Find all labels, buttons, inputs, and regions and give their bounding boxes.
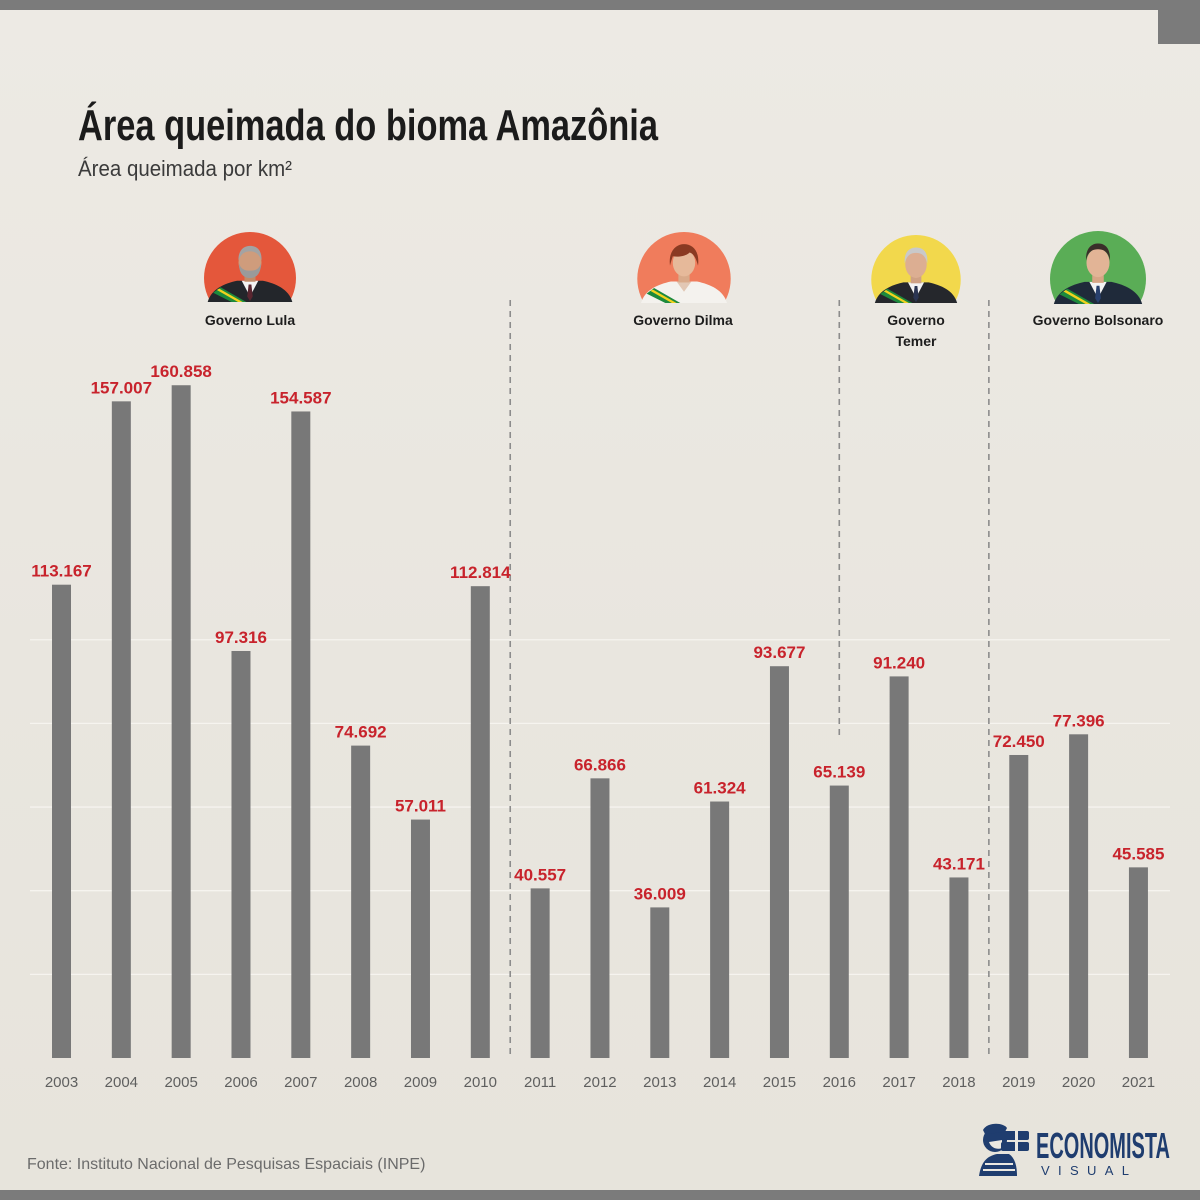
data-label-2013: 36.009 <box>634 884 686 903</box>
x-tick-label-2011: 2011 <box>524 1074 556 1091</box>
bar-2014 <box>710 801 730 1058</box>
bar-2017 <box>889 676 909 1058</box>
bar-2013 <box>650 907 670 1058</box>
x-tick-label-2019: 2019 <box>1002 1074 1035 1091</box>
data-label-2004: 157.007 <box>91 378 152 397</box>
data-label-2020: 77.396 <box>1053 711 1105 730</box>
x-tick-label-2021: 2021 <box>1122 1074 1155 1091</box>
data-label-2012: 66.866 <box>574 755 626 774</box>
data-label-2005: 160.858 <box>150 362 211 381</box>
bar-2020 <box>1069 734 1089 1058</box>
government-label-bolsonaro: Governo Bolsonaro <box>1032 312 1164 328</box>
x-tick-label-2007: 2007 <box>284 1074 317 1091</box>
bar-2006 <box>231 650 251 1058</box>
lula-portrait <box>204 232 296 302</box>
chart-subtitle: Área queimada por km² <box>78 156 292 181</box>
x-tick-label-2013: 2013 <box>643 1074 676 1091</box>
x-tick-label-2017: 2017 <box>882 1074 915 1091</box>
data-label-2017: 91.240 <box>873 653 925 672</box>
data-label-2016: 65.139 <box>813 763 865 782</box>
bar-2007 <box>291 411 311 1058</box>
x-tick-label-2010: 2010 <box>464 1074 497 1091</box>
bar-2016 <box>829 785 849 1058</box>
bar-2015 <box>769 666 789 1058</box>
bar-2018 <box>949 877 969 1058</box>
x-tick-label-2008: 2008 <box>344 1074 377 1091</box>
bars-layer: 113.167 2003 157.007 2004 160.858 2005 97.316 2… <box>31 362 1164 1091</box>
bar-2009 <box>410 819 430 1058</box>
x-tick-label-2004: 2004 <box>105 1074 138 1091</box>
x-tick-label-2006: 2006 <box>224 1074 257 1091</box>
source-note: Fonte: Instituto Nacional de Pesquisas E… <box>27 1156 426 1173</box>
bar-2012 <box>590 778 610 1058</box>
temer-portrait <box>871 235 961 303</box>
data-label-2010: 112.814 <box>450 563 511 582</box>
corner-block <box>1158 0 1200 44</box>
x-tick-label-2014: 2014 <box>703 1074 736 1091</box>
data-label-2015: 93.677 <box>753 643 805 662</box>
bar-2010 <box>470 586 490 1058</box>
x-tick-label-2009: 2009 <box>404 1074 437 1091</box>
government-label-lula: Governo Lula <box>204 312 296 328</box>
x-tick-label-2018: 2018 <box>942 1074 975 1091</box>
data-label-2009: 57.011 <box>395 797 446 816</box>
dilma-portrait <box>637 232 731 303</box>
bar-2008 <box>351 745 371 1058</box>
economista-visual-logo-icon <box>979 1123 1029 1176</box>
data-label-2011: 40.557 <box>514 865 566 884</box>
data-label-2007: 154.587 <box>270 388 331 407</box>
bar-2004 <box>111 401 131 1058</box>
data-label-2006: 97.316 <box>215 628 267 647</box>
data-label-2019: 72.450 <box>993 732 1045 751</box>
government-label-dilma: Governo Dilma <box>633 312 733 328</box>
top-border-bar <box>0 0 1200 10</box>
divider-layer <box>509 300 990 1058</box>
bar-2019 <box>1009 754 1029 1058</box>
data-label-2021: 45.585 <box>1112 844 1164 863</box>
x-tick-label-2012: 2012 <box>583 1074 616 1091</box>
x-tick-label-2003: 2003 <box>45 1074 78 1091</box>
logo-wordmark: ECONOMISTA <box>1036 1125 1170 1166</box>
chart-title: Área queimada do bioma Amazônia <box>78 100 658 150</box>
x-tick-label-2015: 2015 <box>763 1074 796 1091</box>
bolsonaro-portrait <box>1050 231 1146 304</box>
x-tick-label-2005: 2005 <box>164 1074 197 1091</box>
data-label-2018: 43.171 <box>933 854 985 873</box>
data-label-2014: 61.324 <box>694 779 747 798</box>
x-tick-label-2020: 2020 <box>1062 1074 1095 1091</box>
x-tick-label-2016: 2016 <box>823 1074 856 1091</box>
bar-2005 <box>171 385 191 1058</box>
bar-2021 <box>1128 867 1148 1058</box>
bar-2003 <box>52 584 71 1058</box>
bar-2011 <box>530 888 550 1058</box>
data-label-2003: 113.167 <box>31 562 92 581</box>
government-label-temer: Governo Temer <box>887 312 945 349</box>
bottom-border-bar <box>0 1190 1200 1200</box>
data-label-2008: 74.692 <box>335 723 387 742</box>
